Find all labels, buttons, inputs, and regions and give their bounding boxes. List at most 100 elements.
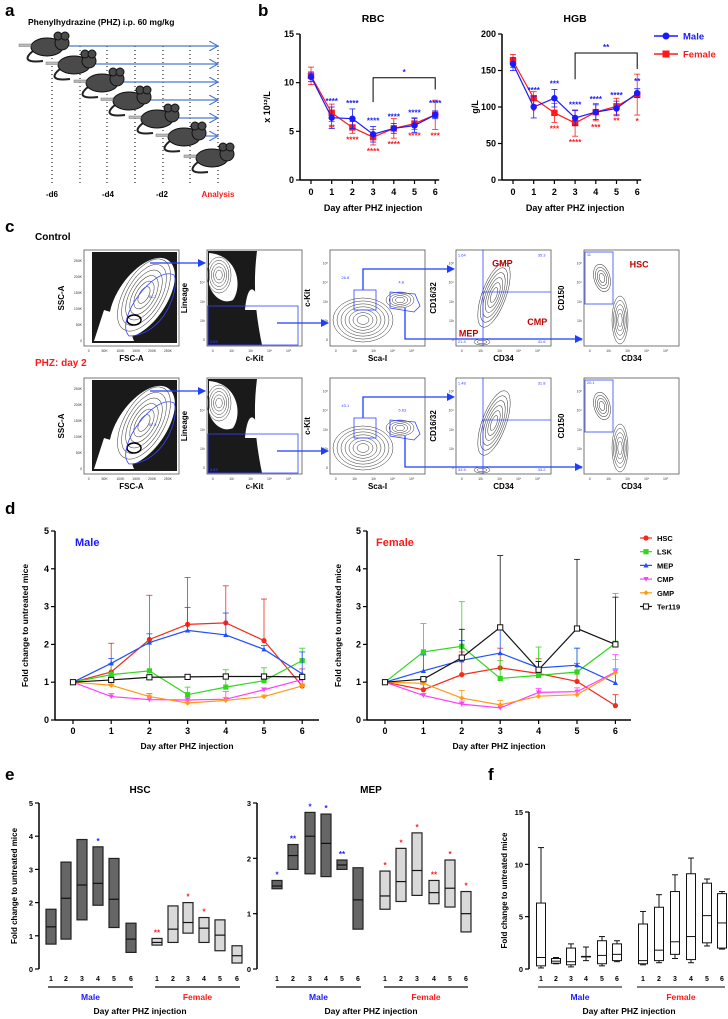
x-tick-label: 0 (461, 477, 463, 481)
data-point (612, 680, 618, 686)
x-tick-label: 6 (433, 187, 438, 197)
data-point (458, 654, 465, 661)
y-tick-label: 4 (29, 832, 34, 841)
x-tick-label: 4 (96, 976, 100, 983)
legend-d: HSC LSK MEP CMP GMP Ter119 (640, 534, 680, 612)
data-point (299, 683, 305, 689)
chart-hsc-range: 0 1 2 3 4 5 HSC Fold change to untreated mice Da… (10, 785, 243, 1016)
mouse-icon (18, 31, 70, 63)
y-tick-label: 0 (203, 466, 205, 470)
legend-label: CMP (657, 575, 674, 584)
x-tick-label: 0 (382, 726, 387, 736)
data-point (108, 676, 115, 684)
x-tick-label: 6 (615, 976, 619, 983)
y-tick-label: 0 (356, 715, 361, 725)
gate-percentage: 3.53 (210, 339, 219, 344)
contour (211, 391, 227, 415)
y-tick-label: 10⁵ (449, 261, 455, 265)
data-point (185, 697, 191, 703)
data-point (643, 535, 649, 541)
x-tick-label: 1 (531, 187, 536, 197)
y-tick-label: 10⁵ (449, 389, 455, 393)
box (612, 943, 622, 962)
y-tick-label: 5 (356, 526, 361, 536)
y-tick-label: 5 (519, 913, 523, 922)
data-point (497, 702, 503, 708)
population-label: CMP (527, 317, 547, 327)
significance-stars: **** (569, 138, 582, 147)
y-tick-label: 50K (76, 323, 83, 327)
significance-stars: * (399, 838, 403, 847)
data-point (643, 562, 649, 568)
gate-percentage: 33.5 (458, 467, 467, 472)
contour (597, 398, 607, 414)
chart-title: HSC (129, 785, 150, 796)
x-tick-label: 6 (635, 187, 640, 197)
y-axis-label: CD16/32 (429, 282, 438, 314)
x-tick-label: 0 (510, 187, 515, 197)
data-point (643, 549, 649, 555)
y-tick-label: 10³ (200, 300, 206, 304)
significance-stars: *** (550, 79, 560, 88)
group-label: Female (666, 992, 696, 1002)
group-male: 1 2 3 4 5 6 Male (536, 847, 622, 1002)
data-point (223, 697, 229, 703)
contour (125, 397, 163, 449)
x-tick-label: 5 (218, 976, 222, 983)
range-bar (151, 937, 163, 946)
y-tick-label: 2 (44, 639, 49, 649)
x-tick-label: 4 (202, 976, 206, 983)
y-tick-label: 200K (74, 403, 83, 407)
data-point (551, 109, 558, 117)
y-tick-label: 2 (356, 639, 361, 649)
x-tick-label: 10⁵ (286, 477, 292, 481)
y-tick-label: 5 (44, 526, 49, 536)
contour (598, 401, 606, 411)
gate-percentage: 21.4 (458, 339, 467, 344)
y-axis-title: g/L (470, 100, 480, 114)
contour (616, 436, 624, 460)
contour (208, 388, 230, 418)
syringe-icon (183, 154, 197, 158)
y-tick-label: 5 (289, 126, 294, 136)
chart-male-progenitors: 0 1 2 3 4 5 0 1 2 3 4 5 6 Day after PHZ injection Fold… (20, 526, 319, 751)
legend-item-mep: MEP (640, 561, 673, 570)
contour (476, 339, 488, 345)
y-axis-label: CD150 (557, 285, 566, 310)
x-tick-label: 0 (589, 477, 591, 481)
box (717, 893, 727, 949)
data-point (642, 603, 650, 610)
data-point (420, 649, 426, 655)
group-label: Female (183, 992, 213, 1002)
x-axis-label: c-Kit (246, 482, 264, 491)
legend-label: MEP (657, 561, 673, 570)
contour (352, 312, 374, 328)
x-tick-label: 0 (589, 349, 591, 353)
group-female: 1 2 3 4 5 6 Female (637, 857, 727, 1002)
group-label: Male (309, 992, 328, 1002)
gate (353, 289, 377, 311)
mouse-icon (100, 85, 152, 117)
data-point (146, 674, 153, 681)
box (702, 882, 712, 944)
y-tick-label: 0 (247, 965, 251, 974)
range-bar (76, 838, 88, 921)
y-tick-label: 10⁴ (577, 281, 583, 285)
gate (353, 417, 377, 439)
data-point (643, 590, 649, 596)
x-axis-title: Day after PHZ injection (93, 1006, 186, 1016)
gate-percentage: 1.64 (458, 253, 467, 258)
x-tick-label: 0 (308, 187, 313, 197)
gating-arrow (362, 393, 455, 418)
contour (480, 267, 508, 323)
y-axis-label: SSC-A (57, 413, 66, 438)
y-tick-label: 10⁵ (323, 389, 329, 393)
range-bar (92, 846, 104, 906)
x-tick-label: 3 (371, 187, 376, 197)
range-bar (167, 905, 179, 944)
x-tick-label: 100K (116, 349, 125, 353)
contour (391, 423, 409, 433)
chart-rbc: 0 5 10 15 0 1 2 3 4 5 6 RBC Day after PHZ injection x… (262, 13, 442, 213)
y-tick-label: 3 (356, 602, 361, 612)
